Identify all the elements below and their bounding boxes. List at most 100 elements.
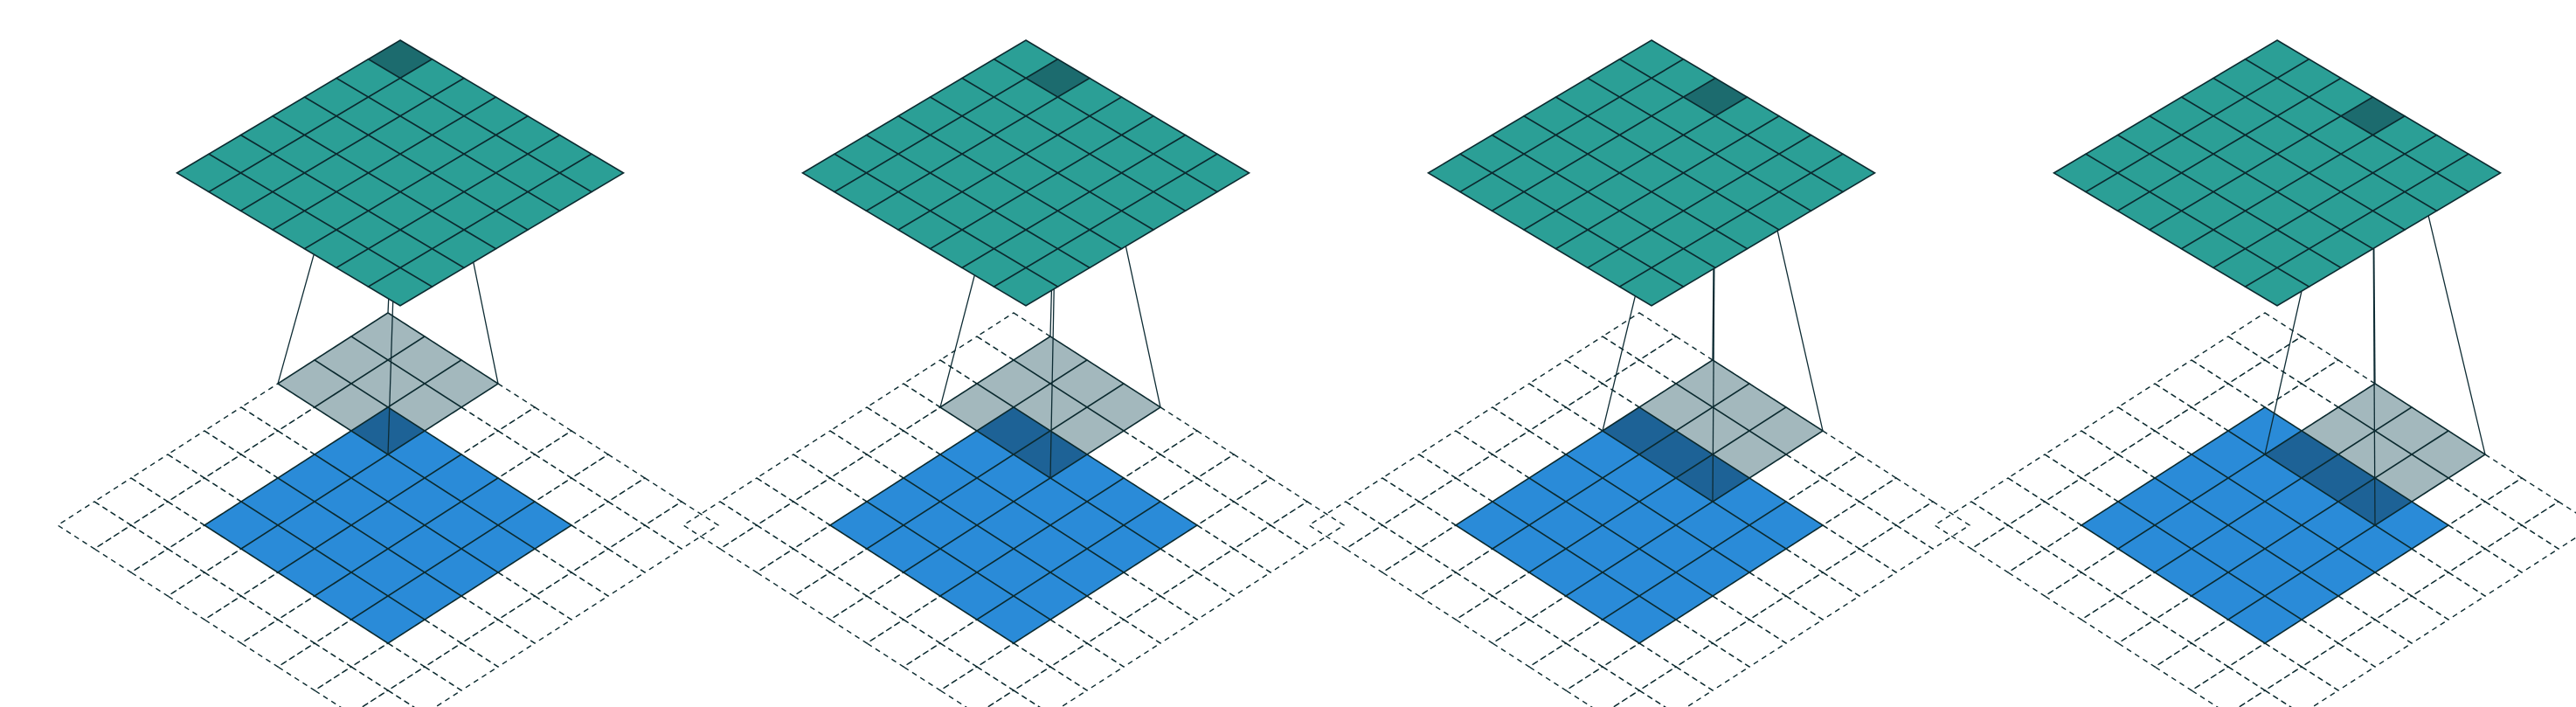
padding-cell <box>1159 572 1236 620</box>
padding-cell <box>2226 642 2303 691</box>
padding-cell <box>93 524 170 573</box>
padding-cell <box>570 454 647 503</box>
padding-cell <box>606 477 683 526</box>
padding-cell <box>1821 501 1898 550</box>
padding-cell <box>755 454 832 503</box>
padding-cell <box>2263 666 2340 707</box>
output-grid <box>1426 39 1877 307</box>
padding-cell <box>938 666 1015 707</box>
padding-cell <box>533 430 610 479</box>
padding-cell <box>828 595 905 644</box>
padding-cell <box>1122 595 1199 644</box>
padding-cell <box>1858 477 1935 526</box>
padding-cell <box>570 548 647 597</box>
padding-cell <box>2300 642 2377 691</box>
padding-cell <box>606 524 683 573</box>
padding-cell <box>2190 336 2267 385</box>
padding-cell <box>2447 501 2524 550</box>
kernel-window <box>276 312 500 455</box>
padding-cell <box>1417 572 1494 620</box>
padding-cell <box>423 642 500 691</box>
padding-cell <box>2483 477 2560 526</box>
padding-cell <box>239 619 316 668</box>
padding-cell <box>792 572 869 620</box>
output-grid <box>800 39 1251 307</box>
padding-cell <box>1674 642 1751 691</box>
padding-cell <box>1491 383 1568 432</box>
padding-cell <box>1085 619 1162 668</box>
output-grid <box>175 39 626 307</box>
padding-cell <box>2043 430 2120 479</box>
output-cell <box>992 267 1060 307</box>
padding-cell <box>2226 312 2303 361</box>
kernel-window <box>938 336 1162 479</box>
padded-input-grid <box>1933 312 2576 707</box>
padding-cell <box>93 477 170 526</box>
padding-cell <box>1381 501 1458 550</box>
padding-cell <box>1012 666 1089 707</box>
padding-cell <box>682 501 758 550</box>
padding-cell <box>166 572 243 620</box>
padding-cell <box>865 383 942 432</box>
padding-cell <box>1601 312 1678 361</box>
padding-cell <box>1381 548 1458 597</box>
padding-cell <box>1970 524 2046 573</box>
padding-cell <box>1527 642 1604 691</box>
padding-cell <box>828 406 905 455</box>
padding-cell <box>361 690 415 707</box>
padding-cell <box>1381 454 1458 503</box>
padding-cell <box>1417 430 1494 479</box>
output-cell <box>1617 267 1686 307</box>
padding-cell <box>1711 619 1788 668</box>
padding-cell <box>792 430 869 479</box>
padding-cell <box>496 595 573 644</box>
padding-cell <box>975 642 1052 691</box>
padding-cell <box>2483 524 2560 573</box>
padding-cell <box>2043 572 2120 620</box>
padding-cell <box>2116 619 2193 668</box>
padded-input-grid <box>56 312 720 707</box>
output-cell <box>366 267 434 307</box>
panels-group <box>56 39 2576 707</box>
padding-cell <box>1821 454 1898 503</box>
padding-cell <box>313 666 390 707</box>
padding-cell <box>2080 406 2157 455</box>
padding-cell <box>2373 595 2450 644</box>
padding-cell <box>2190 666 2267 707</box>
padding-cell <box>643 501 720 550</box>
padding-cell <box>987 690 1041 707</box>
padding-cell <box>1269 501 1346 550</box>
padding-cell <box>1344 477 1421 526</box>
padding-cell <box>2238 690 2292 707</box>
padding-cell <box>902 642 979 691</box>
padding-cell <box>1858 524 1935 573</box>
padding-cell <box>1307 501 1384 550</box>
padding-cell <box>2006 454 2083 503</box>
padding-cell <box>129 454 206 503</box>
padding-cell <box>1638 666 1714 707</box>
padding-cell <box>2337 619 2413 668</box>
padding-cell <box>570 501 647 550</box>
padding-cell <box>2447 548 2524 597</box>
padding-cell <box>1564 666 1641 707</box>
padding-cell <box>1601 642 1678 691</box>
padding-cell <box>2006 548 2083 597</box>
padding-cell <box>2153 359 2230 408</box>
padded-input-grid <box>1307 312 1971 707</box>
panel-4 <box>1933 39 2576 707</box>
padding-cell <box>1195 548 1272 597</box>
padding-cell <box>865 619 942 668</box>
output-cell <box>2243 267 2311 307</box>
padding-cell <box>203 595 280 644</box>
padding-cell <box>1344 524 1421 573</box>
padding-cell <box>203 406 280 455</box>
padding-cell <box>1454 406 1531 455</box>
padding-cell <box>1894 501 1971 550</box>
padding-cell <box>56 501 133 550</box>
padding-cell <box>1454 595 1531 644</box>
padding-cell <box>1232 524 1309 573</box>
padding-cell <box>1612 690 1666 707</box>
panel-1 <box>56 39 720 707</box>
padding-cell <box>460 619 537 668</box>
